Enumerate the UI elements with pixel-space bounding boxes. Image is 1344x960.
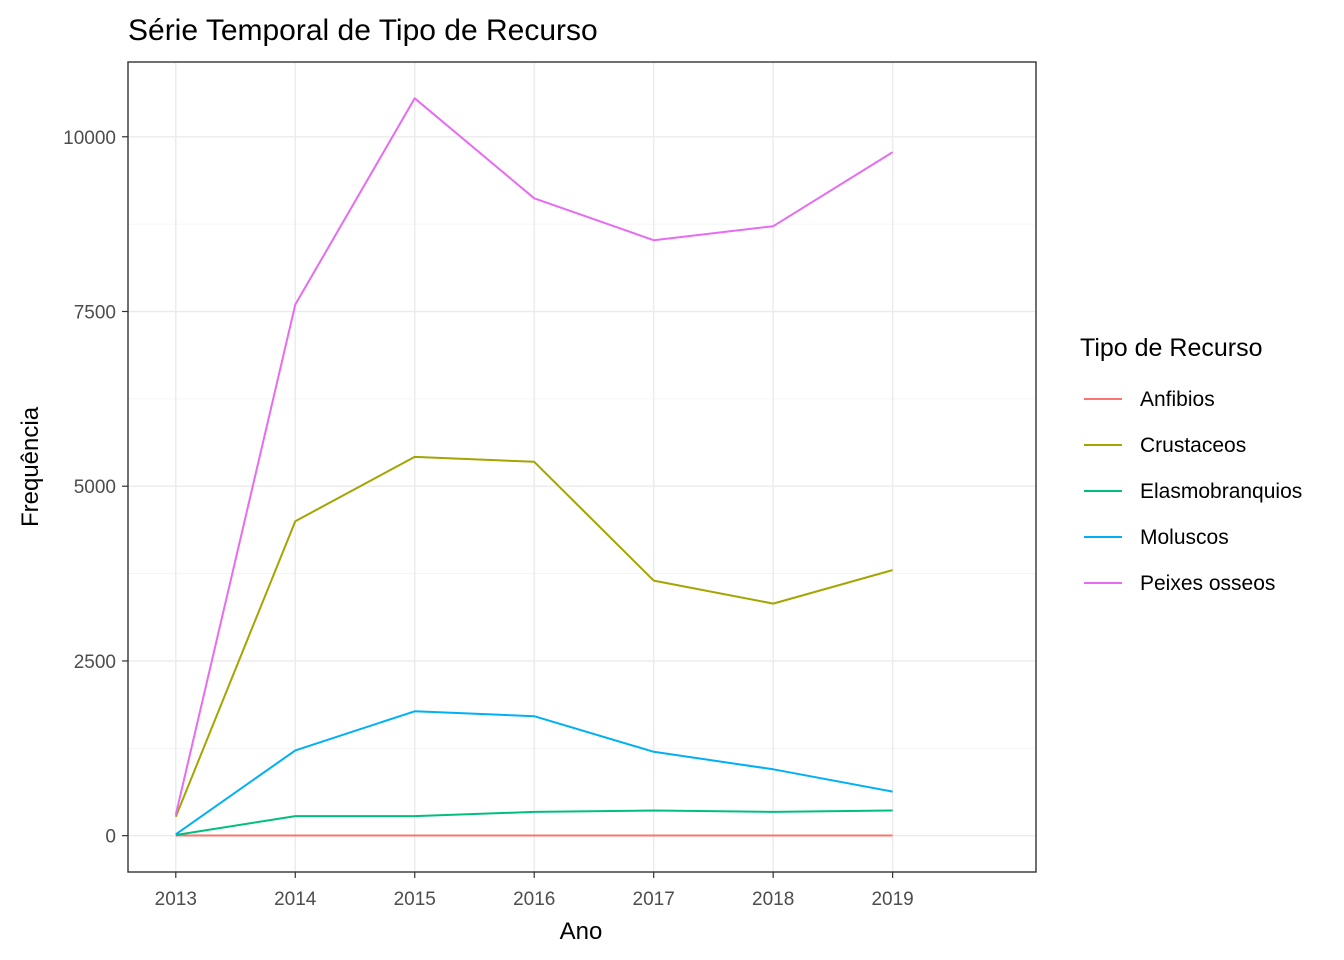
legend-label: Moluscos xyxy=(1140,526,1229,549)
series-line-moluscos xyxy=(175,710,893,836)
y-tick-label: 10000 xyxy=(63,128,116,149)
y-axis-title: Frequência xyxy=(17,406,44,527)
y-tick-label: 0 xyxy=(105,827,116,848)
x-tick-label: 2016 xyxy=(513,889,555,910)
legend-label: Peixes osseos xyxy=(1140,572,1275,595)
y-tick-label: 5000 xyxy=(74,477,116,498)
series-lines xyxy=(174,97,894,837)
legend-item-crustaceos: Crustaceos xyxy=(1084,434,1246,457)
series-line-peixes-osseos xyxy=(174,97,894,815)
series-line-crustaceos xyxy=(174,455,893,818)
x-axis-title: Ano xyxy=(560,918,603,945)
series-line-elasmobranquios xyxy=(175,809,893,836)
legend-title: Tipo de Recurso xyxy=(1080,334,1263,362)
y-axis: 0 2500 5000 7500 10000 xyxy=(63,128,128,848)
grid-lines xyxy=(128,62,1036,872)
x-tick-label: 2017 xyxy=(633,889,675,910)
x-tick-label: 2018 xyxy=(752,889,794,910)
x-tick-label: 2013 xyxy=(155,889,197,910)
legend-item-elasmobranquios: Elasmobranquios xyxy=(1084,480,1302,503)
x-tick-label: 2019 xyxy=(871,889,913,910)
x-tick-label: 2015 xyxy=(394,889,436,910)
y-tick-label: 7500 xyxy=(74,302,116,323)
legend-item-peixes-osseos: Peixes osseos xyxy=(1084,572,1275,595)
x-axis: 2013 2014 2015 2016 2017 2018 2019 xyxy=(155,872,914,910)
chart-title: Série Temporal de Tipo de Recurso xyxy=(128,14,598,47)
x-tick-label: 2014 xyxy=(274,889,317,910)
legend-item-moluscos: Moluscos xyxy=(1084,526,1229,549)
legend-item-anfibios: Anfibios xyxy=(1084,388,1215,411)
y-tick-label: 2500 xyxy=(74,652,116,673)
panel-border xyxy=(127,61,1037,873)
legend-label: Anfibios xyxy=(1140,388,1215,411)
legend-label: Elasmobranquios xyxy=(1140,480,1302,503)
legend: Tipo de Recurso Anfibios Crustaceos Elasmo… xyxy=(1080,334,1302,595)
legend-label: Crustaceos xyxy=(1140,434,1246,457)
